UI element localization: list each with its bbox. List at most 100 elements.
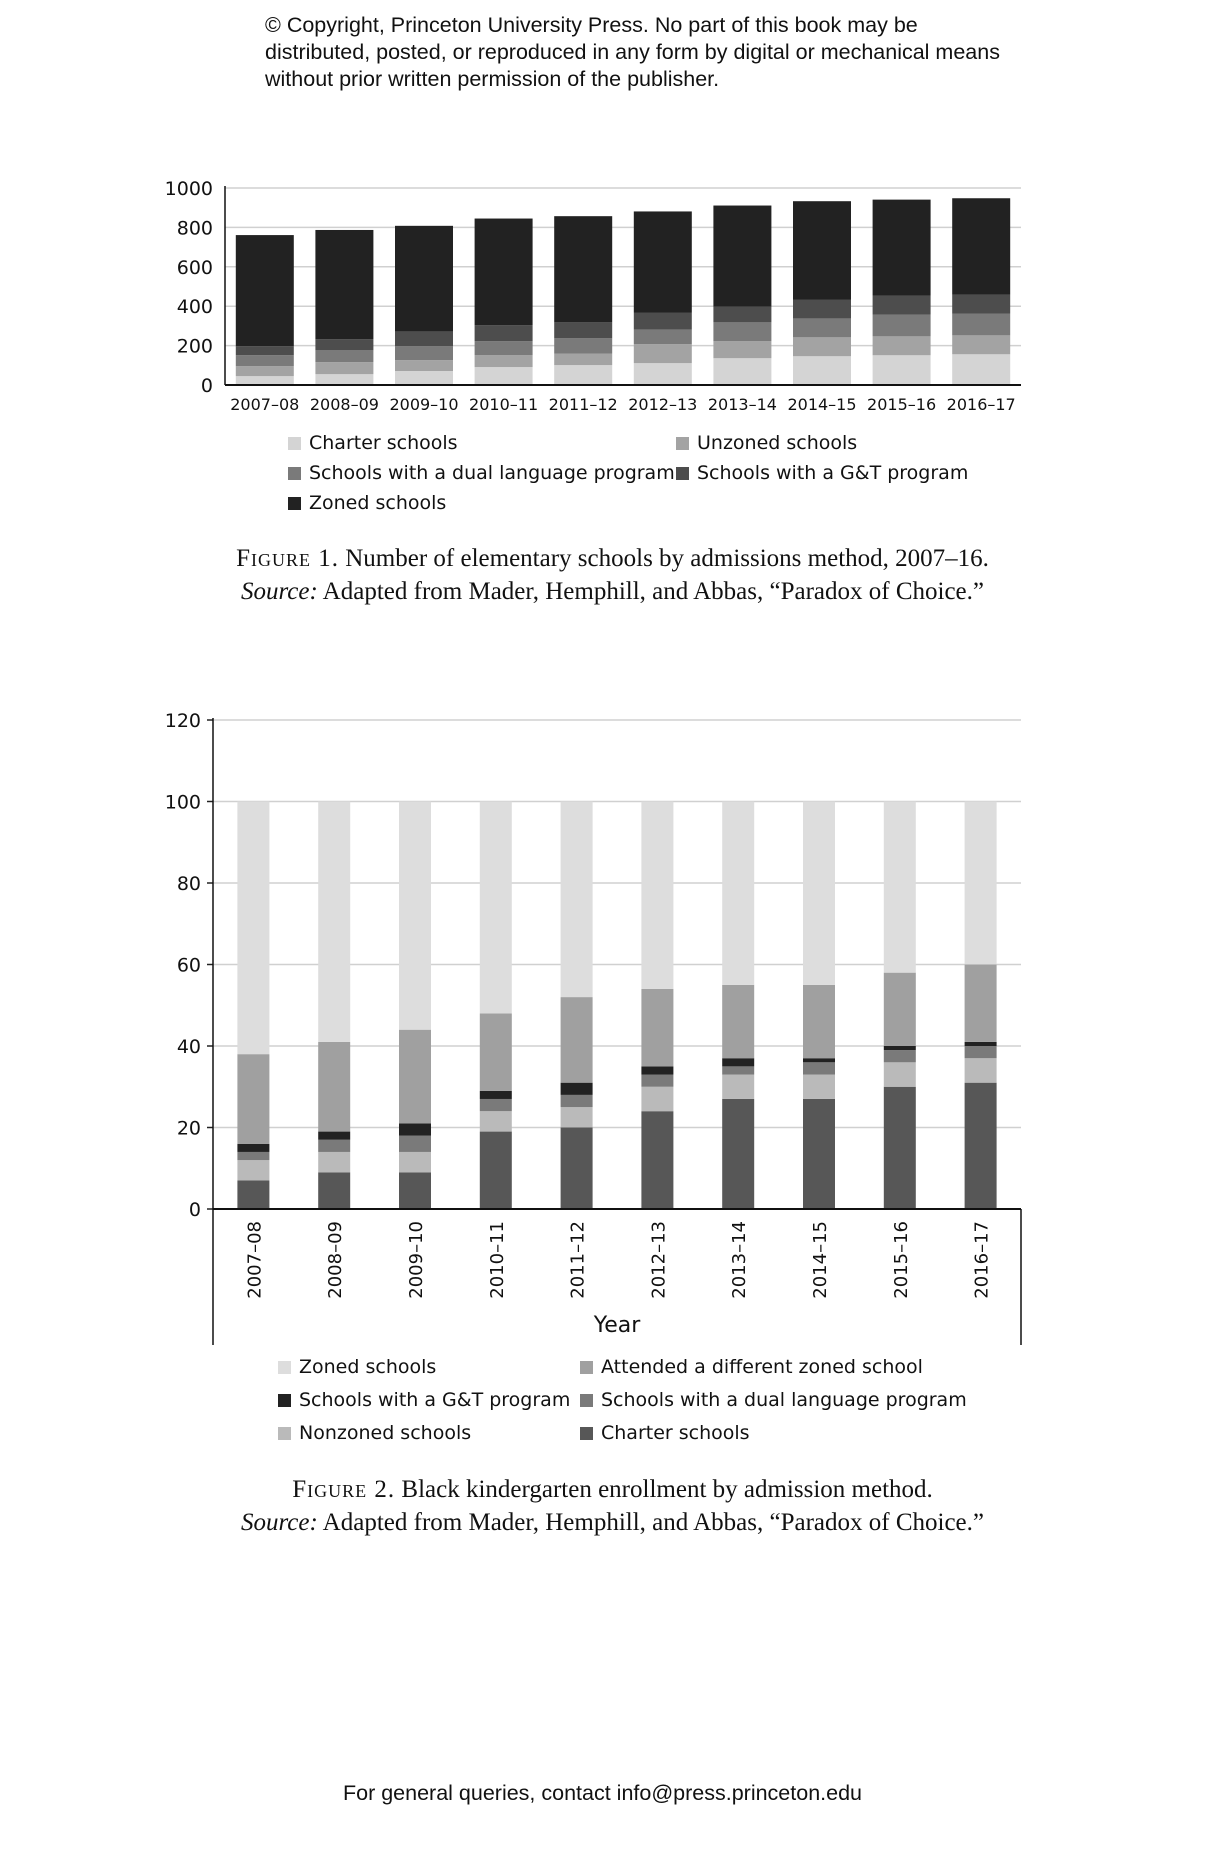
bar-segment (641, 1066, 674, 1075)
legend-label: Charter schools (309, 432, 458, 454)
bar-segment (479, 801, 512, 1014)
bar-segment (964, 1041, 997, 1046)
bar-segment (883, 801, 916, 973)
bar-segment (560, 801, 593, 998)
bar-segment (713, 358, 772, 385)
legend-swatch (676, 437, 689, 450)
y-tick-label: 0 (201, 375, 213, 397)
bar-segment (554, 322, 613, 339)
bar-segment (560, 1127, 593, 1209)
footer-contact: For general queries, contact info@press.… (343, 1781, 863, 1805)
bar-segment (633, 312, 692, 330)
bar-segment (872, 336, 931, 356)
bar-segment (235, 235, 294, 347)
bar-segment (793, 337, 851, 357)
bar-segment (803, 801, 835, 985)
bar-segment (713, 205, 772, 307)
legend-item: Zoned schools (288, 492, 446, 514)
bar-segment (479, 1013, 512, 1091)
bar-segment (479, 1111, 512, 1132)
bar-segment (554, 216, 613, 323)
bar-segment (803, 1074, 835, 1099)
bar-segment (633, 363, 692, 385)
legend-swatch (580, 1427, 593, 1440)
y-tick-label: 1000 (165, 178, 213, 200)
legend-item: Schools with a G&T program (278, 1389, 570, 1411)
bar-segment (315, 339, 374, 351)
bar-segment (713, 341, 772, 359)
legend-swatch (580, 1361, 593, 1374)
caption-text: Black kindergarten enrollment by admissi… (395, 1476, 933, 1503)
legend-item: Charter schools (288, 432, 458, 454)
figure-label: Figure 1. (236, 545, 339, 572)
bar-segment (964, 1082, 997, 1209)
figure-2-caption: Figure 2. Black kindergarten enrollment … (0, 1473, 1225, 1539)
bar-segment (237, 801, 270, 1055)
legend-swatch (580, 1394, 593, 1407)
x-tick-label: 2008–09 (325, 1221, 346, 1299)
figure-1-caption: Figure 1. Number of elementary schools b… (0, 542, 1225, 608)
bar-segment (315, 350, 374, 363)
bar-segment (793, 318, 851, 338)
x-tick-label: 2008–09 (310, 395, 379, 414)
bar-segment (315, 362, 374, 375)
bar-segment (474, 325, 533, 342)
source-text: Adapted from Mader, Hemphill, and Abbas,… (317, 1509, 984, 1536)
bar-segment (479, 1131, 512, 1209)
y-tick-label: 400 (177, 296, 213, 318)
x-tick-label: 2013–14 (708, 395, 777, 414)
legend-item: Unzoned schools (676, 432, 857, 454)
bar-segment (560, 1094, 593, 1108)
legend-item: Schools with a dual language program (580, 1389, 967, 1411)
x-tick-label: 2016–17 (972, 1221, 993, 1299)
bar-segment (793, 356, 851, 385)
bar-segment (713, 306, 772, 323)
bar-segment (235, 346, 294, 356)
bar-segment (641, 1111, 674, 1209)
x-tick-label: 2012–13 (648, 1221, 669, 1299)
y-tick-label: 120 (165, 710, 201, 732)
bar-segment (474, 341, 533, 356)
bar-segment (237, 1143, 270, 1152)
bar-segment (964, 1046, 997, 1059)
bar-segment (395, 360, 453, 372)
x-axis-title: Year (593, 1313, 642, 1338)
bar-segment (883, 1062, 916, 1087)
x-tick-label: 2010–11 (469, 395, 538, 414)
legend-item: Schools with a dual language program (288, 462, 675, 484)
y-tick-label: 600 (177, 257, 213, 279)
bar-segment (560, 1082, 593, 1095)
x-tick-label: 2015–16 (891, 1221, 912, 1299)
bar-segment (235, 366, 294, 377)
bar-segment (315, 229, 374, 340)
bar-segment (883, 1050, 916, 1063)
bar-segment (479, 1098, 512, 1112)
bar-segment (395, 331, 453, 347)
bar-segment (964, 964, 997, 1042)
bar-segment (872, 314, 931, 337)
bar-segment (237, 1151, 270, 1161)
y-tick-label: 0 (189, 1199, 201, 1221)
bar-segment (318, 1131, 351, 1140)
bar-segment (641, 801, 674, 989)
bar-segment (803, 1058, 835, 1063)
bar-segment (318, 1041, 351, 1132)
y-tick-label: 100 (165, 792, 201, 814)
bar-segment (872, 295, 931, 315)
bar-segment (318, 1139, 351, 1152)
bar-segment (952, 335, 1011, 355)
bar-segment (722, 1098, 755, 1209)
bar-segment (318, 1172, 351, 1209)
x-tick-label: 2014–15 (810, 1221, 831, 1299)
y-tick-label: 60 (177, 955, 201, 977)
figure-label: Figure 2. (292, 1476, 396, 1503)
bar-segment (883, 1046, 916, 1051)
bar-segment (560, 997, 593, 1083)
x-tick-label: 2009–10 (389, 395, 458, 414)
legend-swatch (288, 437, 301, 450)
bar-segment (641, 988, 674, 1067)
bar-segment (395, 346, 453, 361)
bar-segment (803, 1098, 835, 1209)
bar-segment (722, 1074, 755, 1099)
